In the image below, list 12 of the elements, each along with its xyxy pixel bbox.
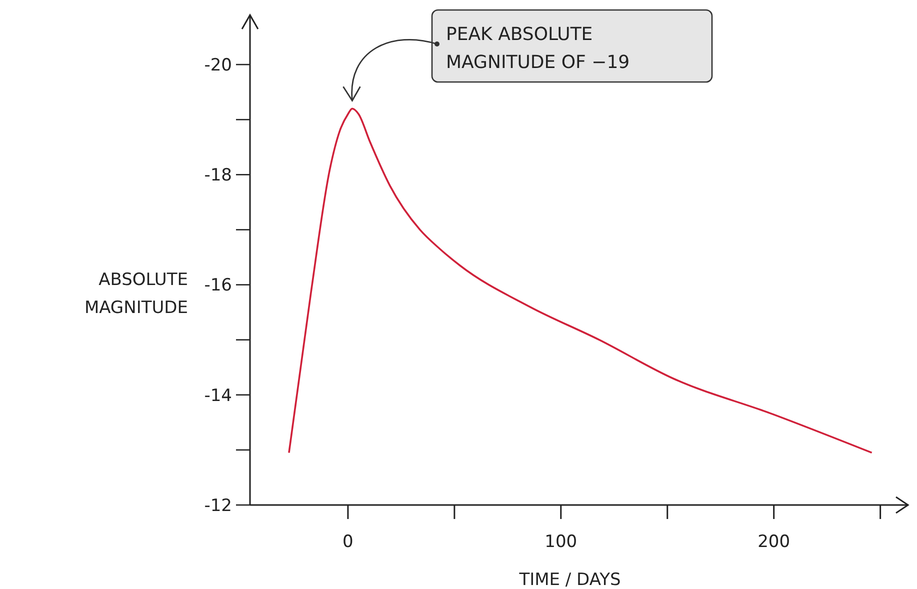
y-axis-title: ABSOLUTE MAGNITUDE (84, 270, 188, 318)
x-axis-title: TIME / DAYS (518, 570, 621, 589)
y-tick-label: -16 (204, 276, 232, 296)
y-tick-label: -18 (204, 166, 232, 186)
annotation: PEAK ABSOLUTE MAGNITUDE OF −19 (446, 24, 630, 73)
y-tick-label: -14 (204, 386, 232, 406)
line-series (288, 108, 873, 454)
y-tick-label: -12 (204, 496, 232, 516)
x-tick-label: 200 (758, 532, 790, 552)
y-tick-label: -20 (204, 56, 232, 76)
x-tick-label: 0 (342, 532, 354, 552)
x-tick-label: 100 (544, 532, 578, 552)
